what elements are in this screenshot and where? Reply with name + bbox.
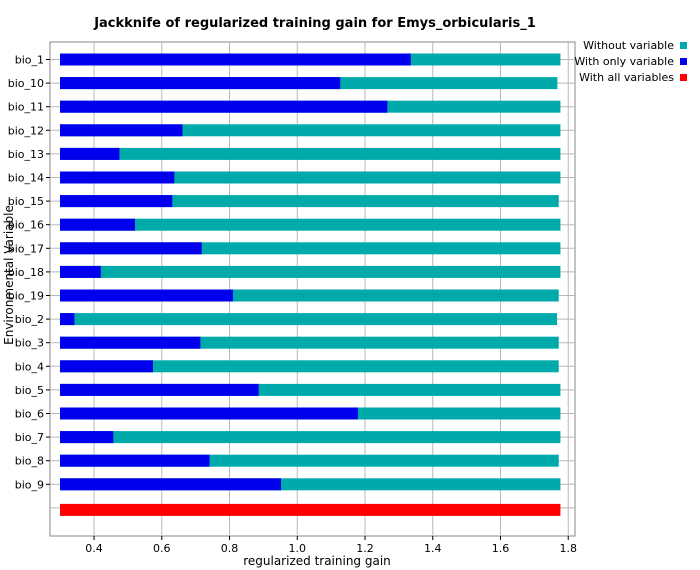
bar-with-only-variable <box>60 195 173 208</box>
bar-with-only-variable <box>60 77 341 90</box>
x-tick-label: 0.8 <box>221 542 239 555</box>
x-tick-label: 0.6 <box>153 542 171 555</box>
legend: Without variable With only variable With a… <box>574 39 687 84</box>
bar-with-only-variable <box>60 383 259 396</box>
bar-with-all-variables <box>60 503 561 516</box>
x-tick-label: 1.6 <box>492 542 510 555</box>
y-tick-label: bio_9 <box>15 478 44 491</box>
legend-label: With only variable <box>574 55 674 68</box>
x-axis-label: regularized training gain <box>243 554 391 568</box>
bar-with-only-variable <box>60 218 136 231</box>
x-tick-label: 1.8 <box>559 542 577 555</box>
bar-with-only-variable <box>60 124 183 137</box>
y-tick-label: bio_8 <box>15 455 44 468</box>
x-tick-label: 0.4 <box>85 542 103 555</box>
bar-with-only-variable <box>60 360 153 373</box>
bar-without-variable <box>60 360 559 373</box>
y-tick-labels: bio_1 bio_10 bio_11 bio_12 bio_13 bio_14 bio_1… <box>8 54 50 491</box>
x-tick-label: 1.4 <box>424 542 442 555</box>
y-tick-label: bio_16 <box>8 219 44 232</box>
y-tick-label: bio_13 <box>8 148 44 161</box>
bar-without-variable <box>60 265 561 278</box>
y-tick-label: bio_12 <box>8 124 44 137</box>
chart-title: Jackknife of regularized training gain f… <box>93 16 536 31</box>
bar-with-only-variable <box>60 100 388 113</box>
y-tick-label: bio_10 <box>8 77 44 90</box>
y-tick-label: bio_19 <box>8 290 44 303</box>
bar-with-only-variable <box>60 53 411 66</box>
y-tick-label: bio_14 <box>8 172 44 185</box>
y-tick-label: bio_1 <box>15 54 44 67</box>
x-ticks: 0.4 0.6 0.8 1.0 1.2 1.4 1.6 1.8 <box>85 536 577 555</box>
bar-with-only-variable <box>60 313 75 326</box>
y-tick-label: bio_11 <box>8 101 44 114</box>
x-tick-label: 1.0 <box>289 542 307 555</box>
y-tick-label: bio_7 <box>15 431 44 444</box>
legend-swatch <box>680 74 687 81</box>
bar-with-only-variable <box>60 289 233 302</box>
y-tick-label: bio_18 <box>8 266 44 279</box>
y-tick-label: bio_4 <box>15 360 44 373</box>
bar-without-variable <box>60 124 561 137</box>
bars <box>60 53 561 516</box>
bar-with-only-variable <box>60 265 101 278</box>
bar-with-only-variable <box>60 431 114 444</box>
legend-label: Without variable <box>583 39 674 52</box>
bar-with-only-variable <box>60 171 175 184</box>
legend-swatch <box>680 58 687 65</box>
y-tick-label: bio_3 <box>15 337 44 350</box>
bar-without-variable <box>60 171 561 184</box>
y-axis-label: Environmental Variable <box>2 205 16 345</box>
bar-without-variable <box>60 313 558 326</box>
x-tick-label: 1.2 <box>356 542 374 555</box>
y-tick-label: bio_5 <box>15 384 44 397</box>
legend-swatch <box>680 42 687 49</box>
bar-with-only-variable <box>60 336 201 349</box>
y-tick-label: bio_2 <box>15 313 44 326</box>
legend-label: With all variables <box>579 71 674 84</box>
bar-without-variable <box>60 431 561 444</box>
y-tick-label: bio_17 <box>8 242 44 255</box>
bar-without-variable <box>60 195 559 208</box>
y-tick-label: bio_6 <box>15 408 44 421</box>
bar-with-only-variable <box>60 147 120 160</box>
bar-with-only-variable <box>60 407 358 420</box>
bar-with-only-variable <box>60 454 210 467</box>
bar-without-variable <box>60 147 561 160</box>
bar-with-only-variable <box>60 478 281 491</box>
bar-with-only-variable <box>60 242 202 255</box>
bar-without-variable <box>60 218 561 231</box>
y-tick-label: bio_15 <box>8 195 44 208</box>
